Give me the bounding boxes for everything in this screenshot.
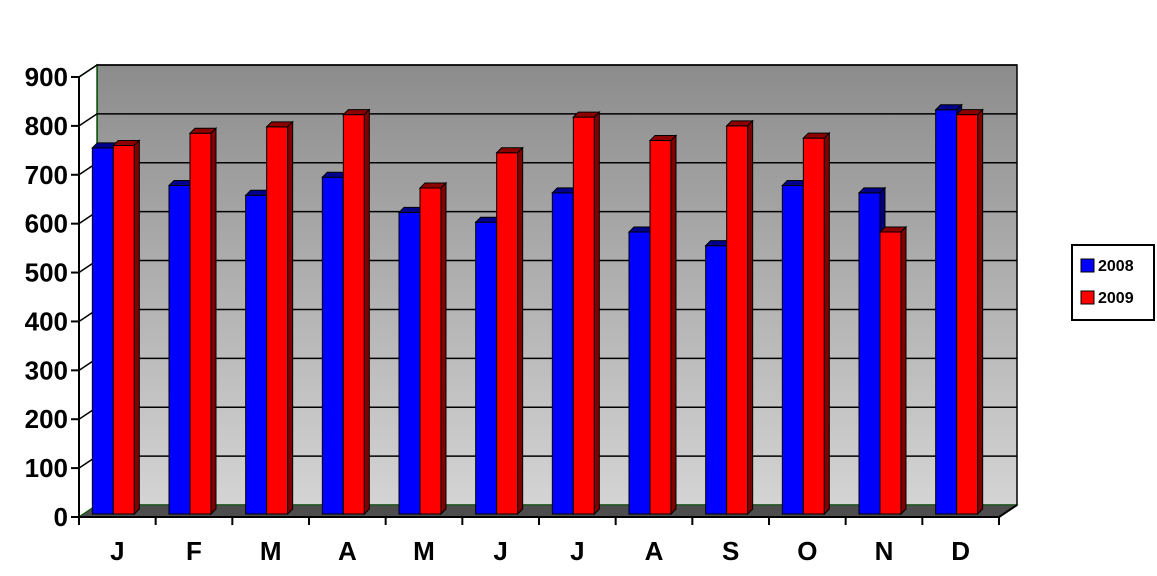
bar-side xyxy=(900,225,907,516)
x-tick-label: M xyxy=(260,536,282,566)
legend-box xyxy=(1071,244,1155,321)
y-tick-label: 0 xyxy=(54,502,68,532)
bar xyxy=(802,131,831,516)
bar-front xyxy=(91,147,114,515)
bar-side xyxy=(287,120,294,516)
legend: 2008 2009 xyxy=(1071,244,1155,321)
bar xyxy=(188,127,218,516)
legend-swatch-2009 xyxy=(1080,290,1095,305)
bar xyxy=(725,119,754,516)
bar xyxy=(112,139,141,516)
x-tick-label: F xyxy=(186,536,202,566)
bar xyxy=(342,108,371,516)
y-tick-labels: 0 100 200 300 400 500 600 700 800 900 xyxy=(25,62,68,532)
legend-label-2008: 2008 xyxy=(1098,258,1134,275)
y-tick-label: 900 xyxy=(25,62,68,92)
x-tick-label: O xyxy=(797,536,817,566)
y-tick-label: 400 xyxy=(25,306,68,336)
x-tick-label: A xyxy=(338,536,357,566)
bar-front xyxy=(189,132,212,515)
bar-front xyxy=(266,126,289,515)
x-tick-label: M xyxy=(413,536,435,566)
y-tick-label: 500 xyxy=(25,258,68,288)
bar-side xyxy=(670,134,677,516)
bar-front xyxy=(956,114,979,515)
bar-front xyxy=(726,125,749,515)
gridline xyxy=(78,64,1017,78)
bar-side xyxy=(823,131,830,516)
bar xyxy=(648,134,678,516)
y-tick-label: 300 xyxy=(25,355,68,385)
bar-front xyxy=(572,116,595,515)
y-tick-label: 600 xyxy=(25,209,68,239)
bar-front xyxy=(935,109,958,515)
bar xyxy=(955,108,984,516)
bar-front xyxy=(112,144,135,515)
bar-side xyxy=(440,181,447,516)
bar-front xyxy=(879,231,902,515)
bar xyxy=(495,146,524,516)
bar xyxy=(265,120,294,516)
bar xyxy=(572,110,601,516)
bar-front xyxy=(321,176,344,515)
legend-swatch-2008 xyxy=(1080,258,1095,273)
y-tick-label: 800 xyxy=(25,111,68,141)
x-tick-label: D xyxy=(951,536,970,566)
bar-side xyxy=(517,146,524,516)
bar-front xyxy=(245,194,268,515)
bar-front xyxy=(551,192,574,515)
axes xyxy=(71,76,1018,525)
bar-front xyxy=(419,187,442,515)
bar-side xyxy=(747,119,754,516)
bar xyxy=(418,181,448,516)
legend-label-2009: 2009 xyxy=(1098,290,1134,307)
x-tick-label: N xyxy=(875,536,894,566)
bar-front xyxy=(168,185,191,515)
bar-front xyxy=(649,140,672,515)
x-tick-label: J xyxy=(493,536,507,566)
bar-front xyxy=(342,114,365,515)
x-tick-label: J xyxy=(570,536,584,566)
bar-side xyxy=(977,108,984,516)
bar-front xyxy=(802,137,825,515)
y-tick-label: 100 xyxy=(25,453,68,483)
gridline xyxy=(78,113,1017,127)
bar-front xyxy=(628,231,651,515)
bar xyxy=(878,225,908,516)
bar-front xyxy=(781,185,804,515)
bars xyxy=(91,103,984,516)
bar-side xyxy=(363,108,370,516)
bar-side xyxy=(210,127,217,516)
x-axis-depth-line xyxy=(998,504,1018,518)
bar-front xyxy=(496,152,519,515)
bar-front xyxy=(398,211,421,515)
bar-front xyxy=(858,192,881,515)
x-tick-label: S xyxy=(722,536,739,566)
y-tick-label: 200 xyxy=(25,404,68,434)
bar-front xyxy=(705,245,728,515)
y-tick-label: 700 xyxy=(25,160,68,190)
x-tick-label: J xyxy=(110,536,124,566)
x-tick-label: A xyxy=(645,536,664,566)
bar-side xyxy=(133,139,140,516)
bar-front xyxy=(475,221,498,515)
bar-side xyxy=(593,110,600,516)
